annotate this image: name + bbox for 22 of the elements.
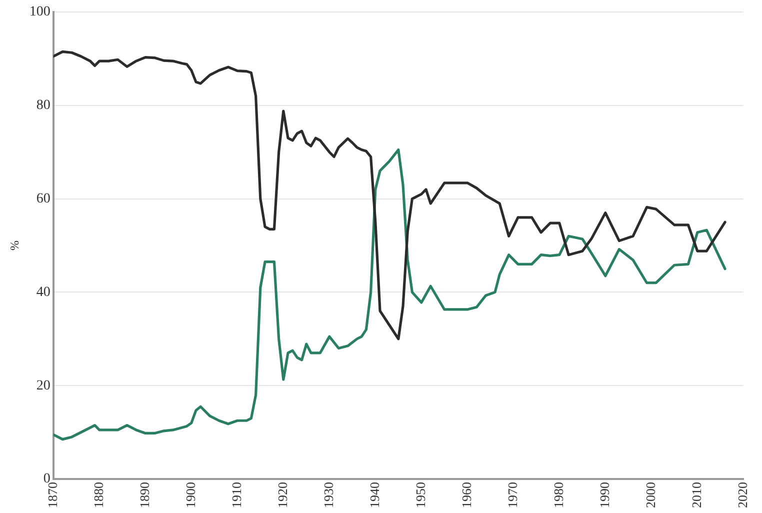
x-tick-label: 1870 <box>44 482 60 508</box>
x-tick-label: 1950 <box>412 482 428 508</box>
x-tick-label: 1900 <box>182 482 198 508</box>
x-tick-label: 1940 <box>366 482 382 508</box>
y-tick-label: 80 <box>36 98 50 114</box>
y-tick-label: 40 <box>36 284 50 300</box>
x-tick-label: 1890 <box>136 482 152 508</box>
x-tick-label: 1960 <box>458 482 474 508</box>
x-tick-label: 1910 <box>228 482 244 508</box>
x-tick-label: 1880 <box>90 482 106 508</box>
y-tick-label: 20 <box>36 378 50 394</box>
y-tick-label: 60 <box>36 191 50 206</box>
x-tick-label: 1980 <box>550 482 566 508</box>
x-tick-label: 1920 <box>274 482 290 508</box>
x-tick-label: 2020 <box>734 482 750 508</box>
x-tick-label: 1930 <box>320 482 336 508</box>
x-tick-label: 1970 <box>504 482 520 508</box>
x-tick-label: 2010 <box>688 482 704 508</box>
x-tick-label: 1990 <box>596 482 612 508</box>
x-tick-label: 2000 <box>642 482 658 508</box>
y-axis-title: % <box>7 240 22 250</box>
y-tick-label: 100 <box>29 4 50 20</box>
